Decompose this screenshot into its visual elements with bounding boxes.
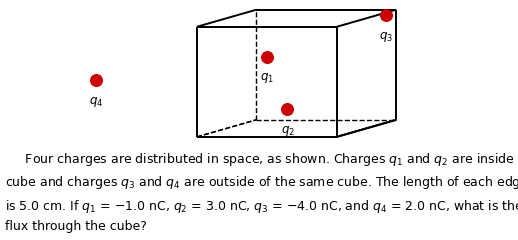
Point xyxy=(263,55,271,59)
Text: $q_3$: $q_3$ xyxy=(379,30,393,44)
Point xyxy=(382,13,390,17)
Text: $q_4$: $q_4$ xyxy=(89,95,103,109)
Text: $q_2$: $q_2$ xyxy=(281,124,294,138)
Text: Four charges are distributed in space, as shown. Charges $q_1$ and $q_2$ are ins: Four charges are distributed in space, a… xyxy=(5,151,518,233)
Text: $q_1$: $q_1$ xyxy=(260,72,274,85)
Point xyxy=(283,107,292,111)
Point xyxy=(92,78,100,82)
